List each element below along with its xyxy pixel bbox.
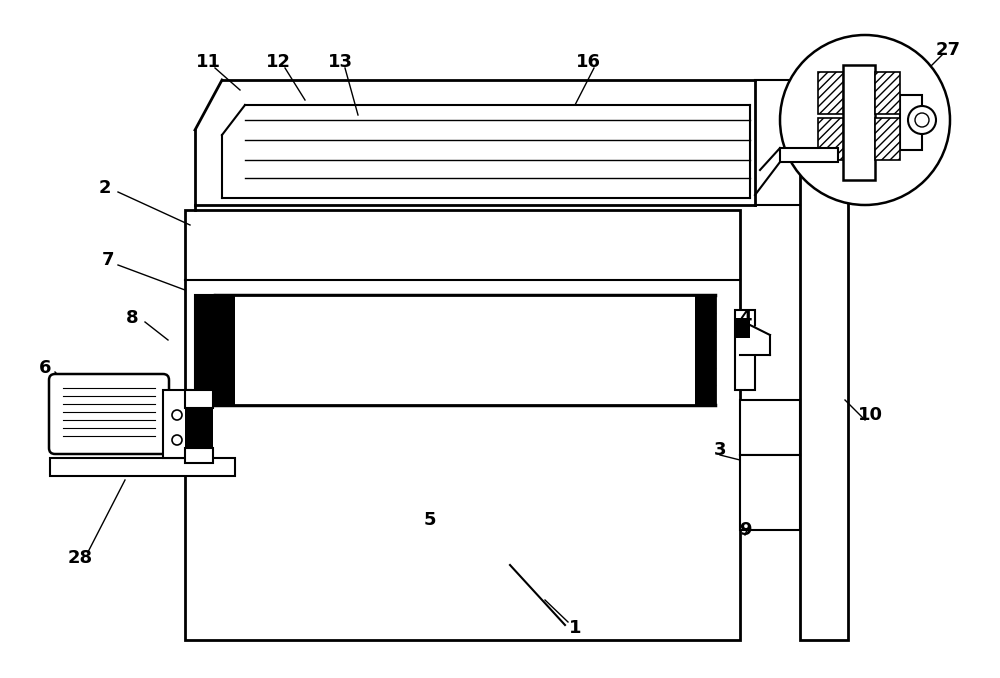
Bar (740, 400, 800, 455)
Bar (185, 390, 213, 408)
Text: 2: 2 (99, 179, 111, 197)
Circle shape (172, 410, 182, 420)
Bar (818, 72, 843, 114)
Bar (185, 210, 740, 640)
Bar (215, 295, 235, 405)
Bar (818, 118, 843, 160)
Bar (780, 148, 838, 162)
Text: 4: 4 (739, 309, 751, 327)
Bar (185, 448, 213, 463)
Bar (163, 390, 191, 458)
Text: 1: 1 (569, 619, 581, 637)
Bar (875, 72, 900, 114)
Circle shape (172, 435, 182, 445)
Circle shape (908, 106, 936, 134)
Bar (735, 318, 750, 338)
Text: 16: 16 (576, 53, 600, 71)
Bar (843, 65, 875, 180)
Bar (195, 295, 215, 405)
Text: 11: 11 (196, 53, 220, 71)
Text: 10: 10 (858, 406, 883, 424)
Text: 6: 6 (39, 359, 51, 377)
Text: 3: 3 (714, 441, 726, 459)
Text: 9: 9 (739, 521, 751, 539)
Bar (900, 95, 922, 150)
Bar (50, 458, 235, 476)
Text: 12: 12 (266, 53, 290, 71)
Bar (875, 118, 900, 160)
Text: 8: 8 (126, 309, 138, 327)
Bar (185, 408, 213, 448)
Circle shape (780, 35, 950, 205)
Bar (215, 295, 715, 405)
Bar (695, 295, 715, 405)
Text: 13: 13 (328, 53, 352, 71)
Text: 27: 27 (936, 41, 960, 59)
Text: 28: 28 (67, 549, 93, 567)
Text: 7: 7 (102, 251, 114, 269)
Bar (740, 455, 800, 530)
FancyBboxPatch shape (49, 374, 169, 454)
Bar (735, 310, 755, 390)
Bar (196, 296, 214, 404)
Bar (800, 130, 848, 640)
Text: 5: 5 (424, 511, 436, 529)
Polygon shape (740, 320, 770, 355)
Circle shape (915, 113, 929, 127)
